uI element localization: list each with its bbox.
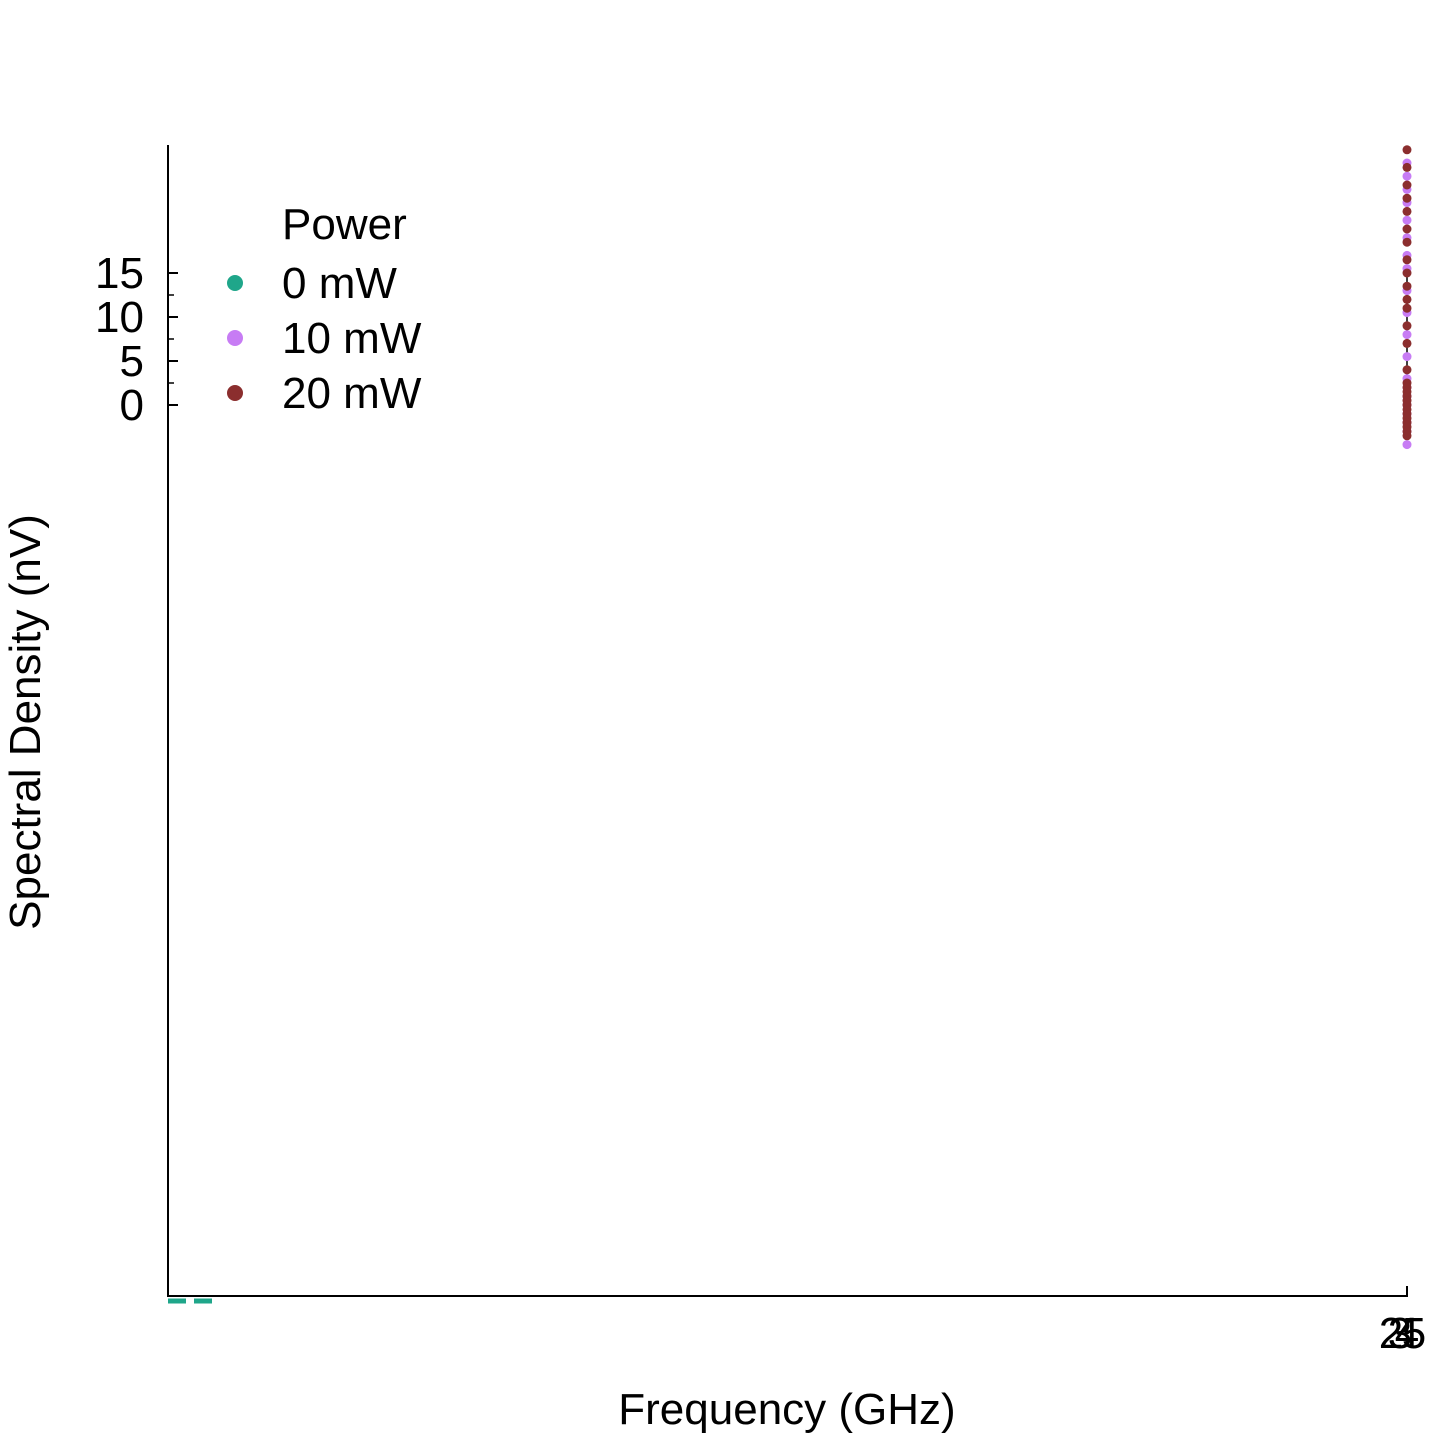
data-point [1402,215,1412,225]
data-point [1402,237,1412,247]
x-axis-title: Frequency (GHz) [618,1385,955,1434]
data-point [1402,440,1412,450]
data-point [1402,268,1412,278]
legend-entries: 0 mW 10 mW 20 mW [227,259,422,418]
x-tick-label: 2 [1379,1309,1403,1358]
data-point [1402,145,1412,155]
data-point [1402,330,1412,340]
x-tick-label: 3 [1388,1309,1412,1358]
y-axis-title: Spectral Density (nV) [1,514,50,930]
y-tick-label: 0 [120,381,144,430]
data-point [1402,193,1412,203]
y-tick-label: 15 [95,249,144,298]
x-tick-label: 5 [1402,1309,1426,1358]
data-point [1402,321,1412,331]
series-layer [168,145,1412,1304]
legend-label: 0 mW [282,259,397,308]
data-point [1402,303,1412,313]
data-point [1402,180,1412,190]
x-tick-label: 4 [1395,1309,1419,1358]
legend: Power 0 mW 10 mW 20 mW [227,200,422,418]
y-tick-label: 5 [120,337,144,386]
data-point [1402,352,1412,362]
series-20-mw [1402,145,1412,441]
data-point [1402,171,1412,181]
data-point [1402,365,1412,375]
data-point [1402,281,1412,291]
data-point [1402,224,1412,234]
y-tick-label: 10 [95,293,144,342]
legend-label: 20 mW [282,369,422,418]
data-point [1402,294,1412,304]
legend-label: 10 mW [282,314,422,363]
legend-marker [227,330,243,346]
legend-marker [227,385,243,401]
data-point [1402,206,1412,216]
data-point [1402,338,1412,348]
data-point [1402,162,1412,172]
data-point [1402,255,1412,265]
legend-marker [227,275,243,291]
legend-title: Power [282,200,407,249]
data-point [1402,431,1412,441]
